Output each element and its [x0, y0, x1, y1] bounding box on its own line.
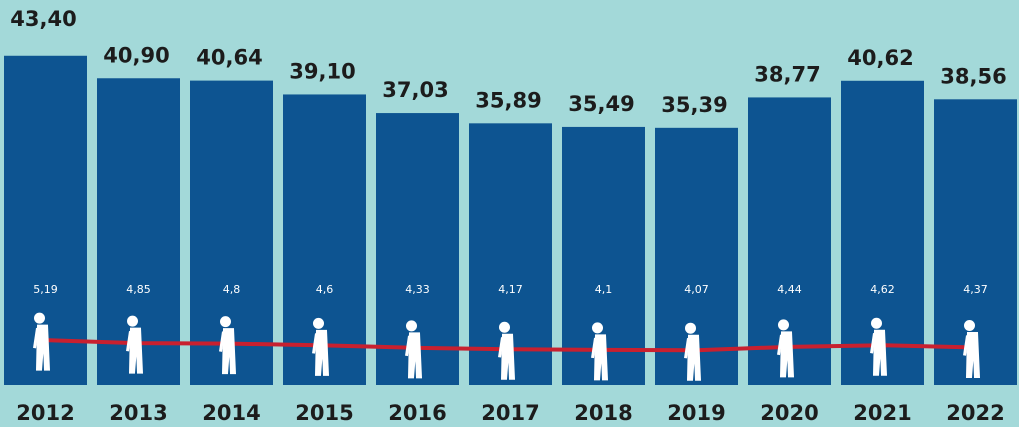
icon-arm — [219, 331, 225, 352]
person-icon — [498, 321, 516, 380]
icon-arm — [126, 330, 132, 352]
icon-head — [127, 315, 138, 327]
bar-value-label: 35,49 — [568, 92, 634, 116]
icon-body — [872, 329, 888, 376]
icon-head — [964, 319, 975, 331]
icon-head — [499, 321, 510, 333]
icon-head — [220, 316, 231, 328]
x-tick-label: 2013 — [109, 401, 167, 425]
person-icon — [684, 322, 702, 381]
bar-value-label: 37,03 — [382, 78, 448, 102]
x-tick-label: 2022 — [946, 401, 1004, 425]
bar-value-label: 40,62 — [847, 46, 913, 70]
person-icon — [33, 312, 51, 371]
icon-arm — [777, 334, 783, 356]
icon-body — [128, 327, 144, 374]
line-value-label: 4,17 — [498, 283, 523, 296]
line-value-label: 4,85 — [126, 283, 151, 296]
icon-body — [965, 331, 981, 378]
line-value-label: 4,62 — [870, 283, 895, 296]
icon-head — [685, 322, 696, 334]
icon-head — [34, 312, 45, 324]
bar-value-label: 40,90 — [103, 43, 169, 67]
icon-head — [313, 317, 324, 329]
line-value-label: 4,07 — [684, 283, 709, 296]
person-icon — [963, 319, 981, 378]
icon-head — [592, 322, 603, 334]
x-tick-label: 2015 — [295, 401, 353, 425]
icon-body — [35, 324, 51, 371]
icon-arm — [684, 337, 690, 359]
x-tick-label: 2021 — [853, 401, 911, 425]
person-icon — [591, 322, 609, 381]
person-icon — [405, 320, 423, 379]
icon-arm — [33, 327, 39, 349]
icon-arm — [591, 337, 597, 359]
icon-arm — [870, 333, 876, 354]
x-tick-label: 2019 — [667, 401, 725, 425]
x-tick-label: 2018 — [574, 401, 632, 425]
bar-value-label: 39,10 — [289, 59, 355, 83]
line-value-label: 4,37 — [963, 283, 988, 296]
x-tick-label: 2020 — [760, 401, 818, 425]
bar-value-label: 35,89 — [475, 88, 541, 112]
icon-head — [406, 320, 417, 332]
icon-body — [314, 329, 330, 376]
x-tick-label: 2017 — [481, 401, 539, 425]
icon-arm — [405, 335, 411, 357]
bar-value-label: 38,56 — [940, 64, 1006, 88]
icon-body — [500, 333, 516, 380]
line-value-label: 4,1 — [595, 283, 613, 296]
line-value-label: 4,6 — [316, 283, 334, 296]
x-tick-label: 2016 — [388, 401, 446, 425]
icon-body — [779, 331, 795, 378]
line-value-label: 5,19 — [33, 283, 58, 296]
icon-arm — [312, 333, 318, 354]
icon-body — [407, 332, 423, 379]
person-icon — [870, 317, 888, 376]
icon-arm — [963, 335, 969, 356]
person-icon — [219, 316, 237, 375]
bar-value-label: 43,40 — [10, 7, 76, 31]
icon-body — [221, 328, 237, 375]
icon-arm — [498, 337, 504, 358]
bar-value-label: 35,39 — [661, 93, 727, 117]
x-tick-label: 2012 — [16, 401, 74, 425]
person-icon — [777, 319, 795, 378]
person-icon — [312, 317, 330, 376]
person-icon — [126, 315, 144, 374]
x-tick-label: 2014 — [202, 401, 260, 425]
icon-head — [778, 319, 789, 331]
icon-body — [593, 334, 609, 381]
icon-body — [686, 334, 702, 381]
bar-value-label: 38,77 — [754, 62, 820, 86]
line-value-label: 4,33 — [405, 283, 430, 296]
bar-value-label: 40,64 — [196, 46, 262, 70]
icon-head — [871, 317, 882, 329]
line-value-label: 4,8 — [223, 283, 241, 296]
line-value-label: 4,44 — [777, 283, 802, 296]
